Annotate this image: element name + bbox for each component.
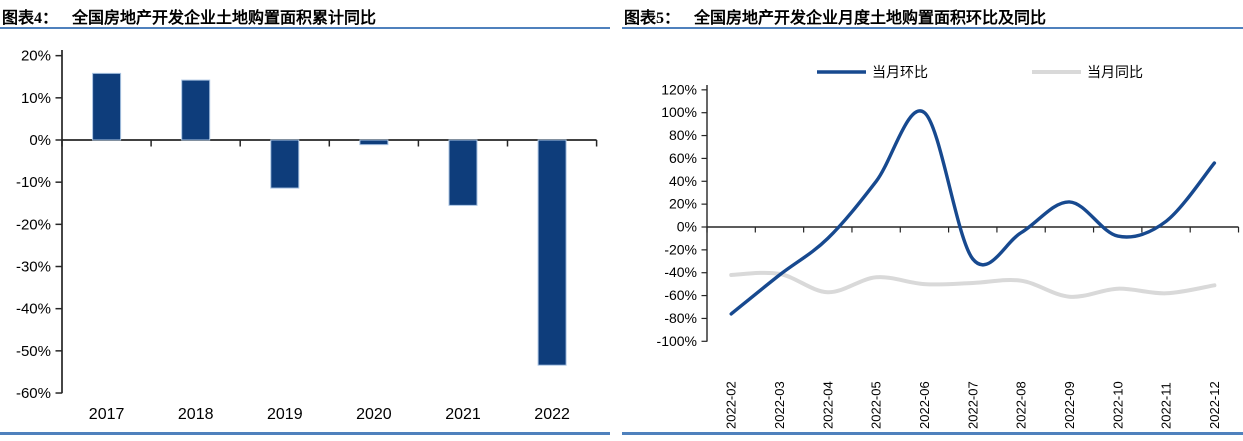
fig4-x-label: 2020 [356, 406, 392, 423]
fig5-y-tick-label: 0% [677, 219, 697, 235]
fig5-title-text: 全国房地产开发企业月度土地购置面积环比及同比 [694, 10, 1047, 27]
fig4-bar-2019 [270, 139, 300, 189]
fig4-y-tick-label: -30% [16, 259, 51, 276]
fig4-y-tick-label: 0% [29, 132, 51, 149]
fig4-bar-2021 [448, 139, 478, 206]
fig5-x-label: 2022-03 [772, 381, 787, 429]
fig5-title-label: 图表5： [624, 10, 681, 27]
fig5-y-tick-label: 20% [669, 196, 697, 212]
fig5-legend-label: 当月同比 [1087, 65, 1143, 81]
fig4-bar-2017 [92, 72, 122, 141]
fig4-x-label: 2022 [534, 406, 570, 423]
fig4-y-tick-label: 10% [21, 90, 51, 107]
fig5-line-当月环比 [729, 109, 1217, 316]
fig5-y-tick-label: 100% [661, 104, 697, 120]
fig4-title: 图表4： 全国房地产开发企业土地购置面积累计同比 [2, 4, 377, 27]
fig4-x-label: 2017 [89, 406, 125, 423]
fig5-x-label: 2022-07 [965, 381, 980, 429]
fig4-y-tick-label: 20% [21, 48, 51, 65]
fig5-x-label: 2022-05 [869, 381, 884, 429]
fig5-legend-label: 当月环比 [872, 65, 928, 81]
fig4-title-rule [0, 27, 610, 29]
fig4-title-label: 图表4： [2, 10, 59, 27]
fig5-y-tick-label: -40% [664, 264, 697, 280]
fig5-x-label: 2022-02 [724, 381, 739, 429]
fig5-x-label: 2022-09 [1062, 381, 1077, 429]
fig4-x-label: 2021 [445, 406, 481, 423]
fig5-title: 图表5： 全国房地产开发企业月度土地购置面积环比及同比 [624, 4, 1047, 27]
fig5-x-label: 2022-10 [1110, 381, 1125, 429]
fig5-x-label: 2022-04 [820, 381, 835, 429]
fig4-y-tick-label: -50% [16, 343, 51, 360]
fig4-bar-2018 [181, 79, 211, 141]
fig5-x-label: 2022-08 [1014, 381, 1029, 429]
fig4-x-label: 2019 [267, 406, 303, 423]
fig5-line-当月同比 [729, 270, 1217, 299]
fig5-y-tick-label: -100% [657, 333, 697, 349]
fig5-y-tick-label: -20% [664, 241, 697, 257]
fig5-x-label: 2022-11 [1159, 382, 1174, 429]
fig5-y-tick-label: 40% [669, 173, 697, 189]
fig4-y-tick-label: -40% [16, 301, 51, 318]
fig4-y-tick-label: -60% [16, 385, 51, 402]
fig4-y-tick-label: -20% [16, 216, 51, 233]
fig4-x-label: 2018 [178, 406, 214, 423]
fig5-y-tick-label: 120% [661, 81, 697, 97]
fig5-y-tick-label: 60% [669, 150, 697, 166]
fig4-bar-2022 [537, 139, 567, 366]
fig4-title-text: 全国房地产开发企业土地购置面积累计同比 [72, 10, 377, 27]
fig4-bottom-rule [0, 432, 610, 435]
fig5-bottom-rule [622, 432, 1243, 435]
fig5-y-tick-label: -80% [664, 310, 697, 326]
fig5-x-label: 2022-06 [917, 381, 932, 429]
fig5-x-label: 2022-12 [1207, 381, 1222, 429]
fig5-y-tick-label: -60% [664, 287, 697, 303]
fig4-y-tick-label: -10% [16, 174, 51, 191]
fig5-y-tick-label: 80% [669, 127, 697, 143]
fig5-title-rule [622, 27, 1243, 29]
fig4-bar-2020 [359, 139, 389, 146]
